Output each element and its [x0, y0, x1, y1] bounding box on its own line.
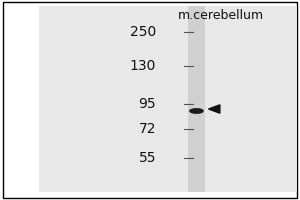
Text: m.cerebellum: m.cerebellum	[177, 9, 264, 22]
Polygon shape	[208, 105, 220, 113]
Text: 250: 250	[130, 25, 156, 39]
Bar	[39, 6, 297, 192]
Ellipse shape	[190, 109, 203, 113]
Text: 95: 95	[138, 97, 156, 111]
Text: 130: 130	[130, 59, 156, 73]
Bar	[188, 6, 205, 192]
FancyBboxPatch shape	[3, 2, 297, 198]
Text: 55: 55	[139, 151, 156, 165]
Text: 72: 72	[139, 122, 156, 136]
